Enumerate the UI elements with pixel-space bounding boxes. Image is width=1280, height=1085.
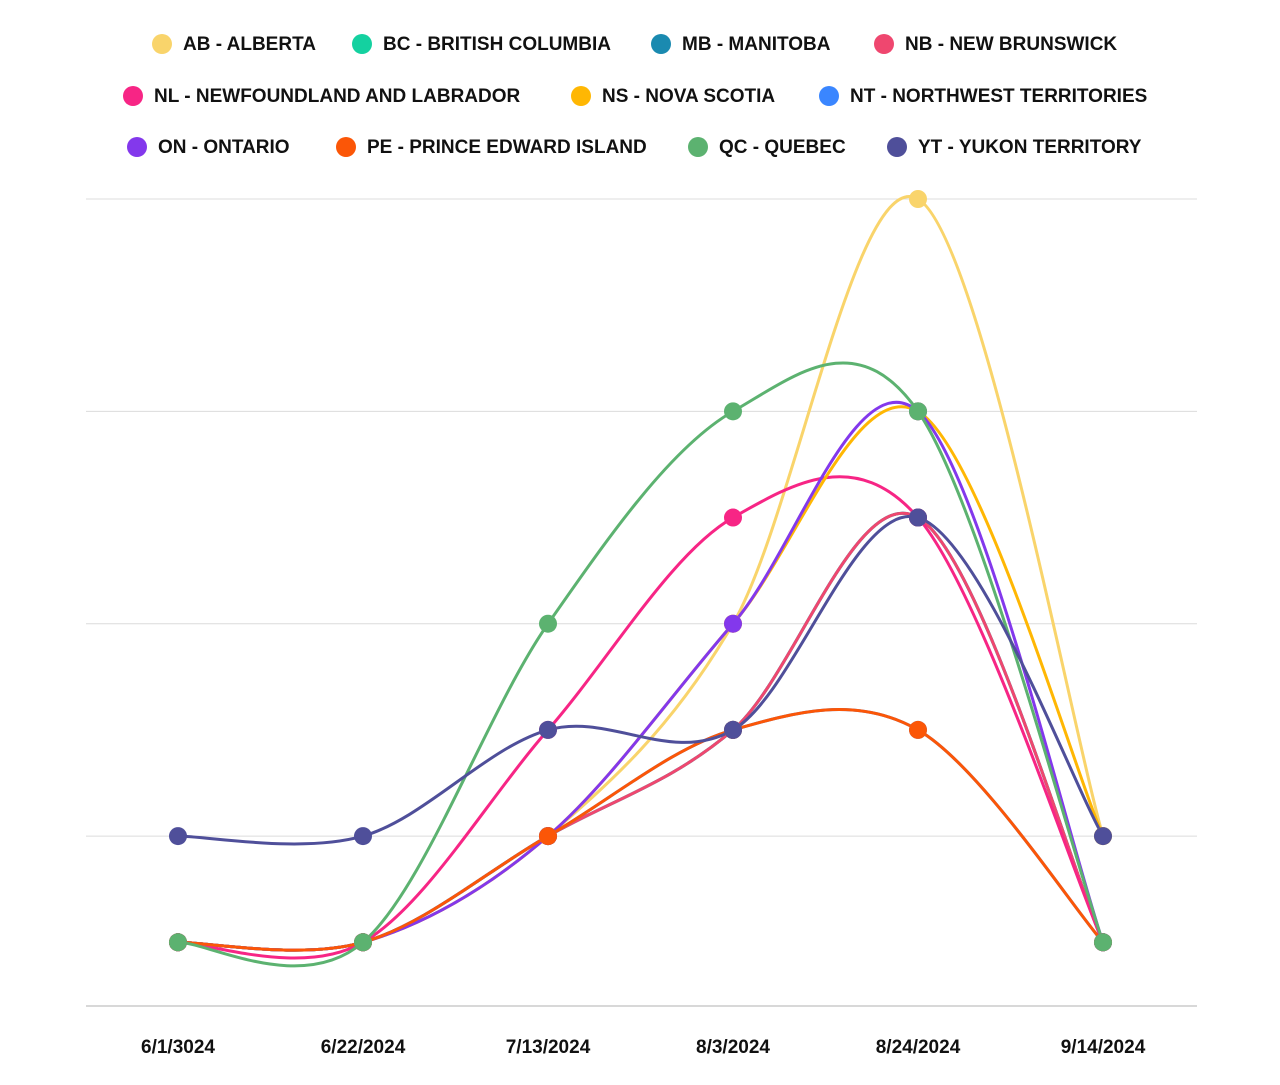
data-point — [724, 720, 742, 739]
legend-swatch — [651, 34, 671, 54]
legend-label: YT - YUKON TERRITORY — [918, 137, 1142, 158]
legend-label: QC - QUEBEC — [719, 137, 846, 158]
legend-label: NB - NEW BRUNSWICK — [905, 34, 1117, 55]
series-line — [177, 401, 1105, 952]
data-point — [1094, 933, 1112, 952]
series-line — [177, 708, 1105, 952]
legend-label: NL - NEWFOUNDLAND AND LABRADOR — [154, 86, 521, 107]
data-point — [539, 614, 557, 633]
legend-label: NT - NORTHWEST TERRITORIES — [850, 86, 1147, 107]
x-tick-label: 8/3/2024 — [696, 1037, 770, 1058]
data-point — [354, 827, 372, 846]
data-point — [909, 190, 927, 208]
data-point — [909, 402, 927, 421]
data-point — [1094, 827, 1112, 846]
legend-swatch — [352, 34, 372, 54]
series-line — [177, 512, 1105, 952]
x-tick-label: 6/1/3024 — [141, 1037, 215, 1058]
legend-label: BC - BRITISH COLUMBIA — [383, 34, 611, 55]
data-point — [909, 720, 927, 739]
x-tick-label: 9/14/2024 — [1061, 1037, 1146, 1058]
series-line — [177, 361, 1105, 968]
data-point — [539, 720, 557, 739]
legend-swatch — [571, 86, 591, 106]
legend-swatch — [123, 86, 143, 106]
legend-label: MB - MANITOBA — [682, 34, 831, 55]
x-tick-label: 7/13/2024 — [506, 1037, 591, 1058]
data-point — [354, 933, 372, 952]
legend-label: AB - ALBERTA — [183, 34, 316, 55]
legend-label: PE - PRINCE EDWARD ISLAND — [367, 137, 647, 158]
data-point — [539, 827, 557, 846]
legend-swatch — [874, 34, 894, 54]
legend-swatch — [887, 137, 907, 157]
legend-swatch — [127, 137, 147, 157]
series-line — [177, 514, 1105, 846]
legend-swatch — [688, 137, 708, 157]
legend-swatch — [819, 86, 839, 106]
data-point — [909, 508, 927, 527]
legend-swatch — [336, 137, 356, 157]
data-point — [724, 402, 742, 421]
legend-label: ON - ONTARIO — [158, 137, 290, 158]
series-line — [177, 405, 1105, 952]
legend-swatch — [152, 34, 172, 54]
x-tick-label: 8/24/2024 — [876, 1037, 961, 1058]
data-point — [724, 614, 742, 633]
series-line — [177, 475, 1105, 960]
data-point — [724, 508, 742, 527]
data-point — [169, 933, 187, 952]
x-tick-label: 6/22/2024 — [321, 1037, 406, 1058]
data-point — [169, 827, 187, 846]
series-line — [177, 195, 1105, 952]
series-line — [177, 708, 1105, 952]
legend-label: NS - NOVA SCOTIA — [602, 86, 775, 107]
